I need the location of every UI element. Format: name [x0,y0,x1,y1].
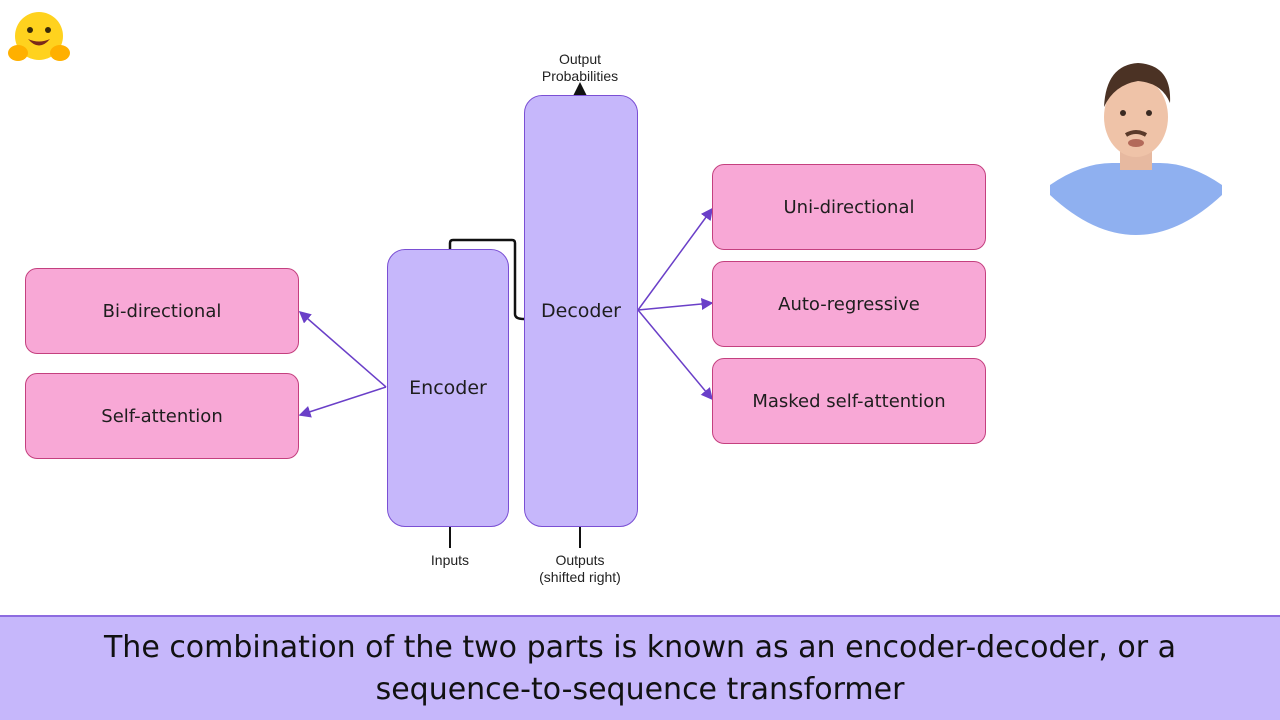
bidirectional-label: Bi-directional [102,300,222,322]
outputs-label: Outputs (shifted right) [525,552,635,586]
decoder-prop-unidirectional: Uni-directional [712,164,986,250]
encoder-block: Encoder [387,249,509,527]
caption-text: The combination of the two parts is know… [103,629,1177,707]
encoder-prop-self-attention: Self-attention [25,373,299,459]
decoder-block: Decoder [524,95,638,527]
arrow-decoder-to-masked [637,309,713,401]
output-probabilities-label: Output Probabilities [530,51,630,85]
outputs-label-line2: (shifted right) [539,569,621,585]
arrow-decoder-to-autoregressive [637,298,714,311]
arrow-decoder-to-unidirectional [637,207,713,311]
subtitle-caption: The combination of the two parts is know… [0,615,1280,720]
autoregressive-label: Auto-regressive [778,293,920,315]
outputs-label-line1: Outputs [555,552,605,568]
hugging-face-logo-icon [8,12,70,61]
unidirectional-label: Uni-directional [783,196,915,218]
decoder-prop-autoregressive: Auto-regressive [712,261,986,347]
diagram-connectors [298,82,714,548]
arrow-encoder-to-self-attention [298,386,387,418]
masked-self-attention-label: Masked self-attention [752,390,946,412]
self-attention-label: Self-attention [101,405,223,427]
presenter-video-avatar [1050,63,1222,235]
encoder-label: Encoder [409,377,487,399]
decoder-label: Decoder [541,300,621,322]
decoder-prop-masked-self-attention: Masked self-attention [712,358,986,444]
arrow-encoder-to-bidirectional [298,311,387,388]
inputs-label: Inputs [430,552,470,568]
output-label-line2: Probabilities [541,68,619,84]
output-label-line1: Output [558,51,602,67]
encoder-prop-bidirectional: Bi-directional [25,268,299,354]
encoder-decoder-connection [448,238,525,321]
